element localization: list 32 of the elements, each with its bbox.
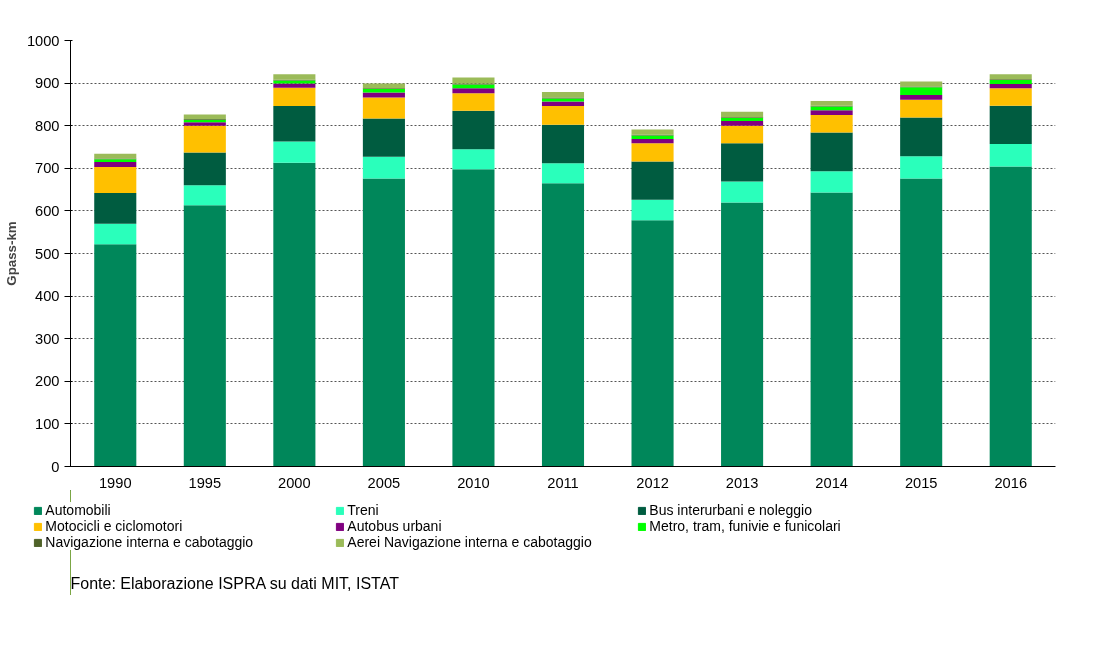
legend-label: Navigazione interna e cabotaggio [45, 534, 255, 550]
y-tick-label: 100 [35, 415, 60, 432]
legend-label: Autobus urbani [347, 518, 443, 534]
y-tick-label: 200 [35, 373, 60, 390]
y-tick-label: 300 [35, 330, 60, 347]
x-tick-label: 2000 [278, 474, 311, 491]
source-note: Fonte: Elaborazione ISPRA su dati MIT, ISTAT [70, 574, 400, 592]
y-tick-label: 600 [35, 202, 60, 219]
legend-label: Treni [347, 502, 380, 518]
y-axis-title: Gpass-km [3, 221, 19, 286]
y-tick-label: 800 [35, 117, 60, 134]
x-tick-label: 2013 [725, 474, 759, 491]
x-tick-label: 1995 [188, 474, 222, 491]
x-tick-label: 2011 [547, 474, 579, 491]
legend-label: Bus interurbani e noleggio [649, 502, 813, 518]
y-tick-label: 400 [35, 288, 60, 305]
x-tick-label: 2012 [636, 474, 669, 491]
x-tick-label: 2016 [994, 474, 1028, 491]
x-tick-label: 2014 [815, 474, 848, 491]
y-tick-label: 900 [35, 75, 60, 92]
y-tick-label: 0 [51, 458, 60, 475]
legend-label: Aerei Navigazione interna e cabotaggio [347, 534, 593, 550]
y-tick-label: 1000 [26, 32, 60, 49]
x-tick-label: 1990 [98, 474, 132, 491]
legend-label: Automobili [45, 502, 112, 518]
legend-label: Motocicli e ciclomotori [45, 518, 184, 534]
y-tick-label: 500 [35, 245, 60, 262]
x-tick-label: 2005 [367, 474, 401, 491]
x-tick-label: 2015 [904, 474, 938, 491]
x-tick-label: 2010 [457, 474, 490, 491]
legend-label: Metro, tram, funivie e funicolari [649, 518, 842, 534]
y-tick-label: 700 [35, 160, 60, 177]
